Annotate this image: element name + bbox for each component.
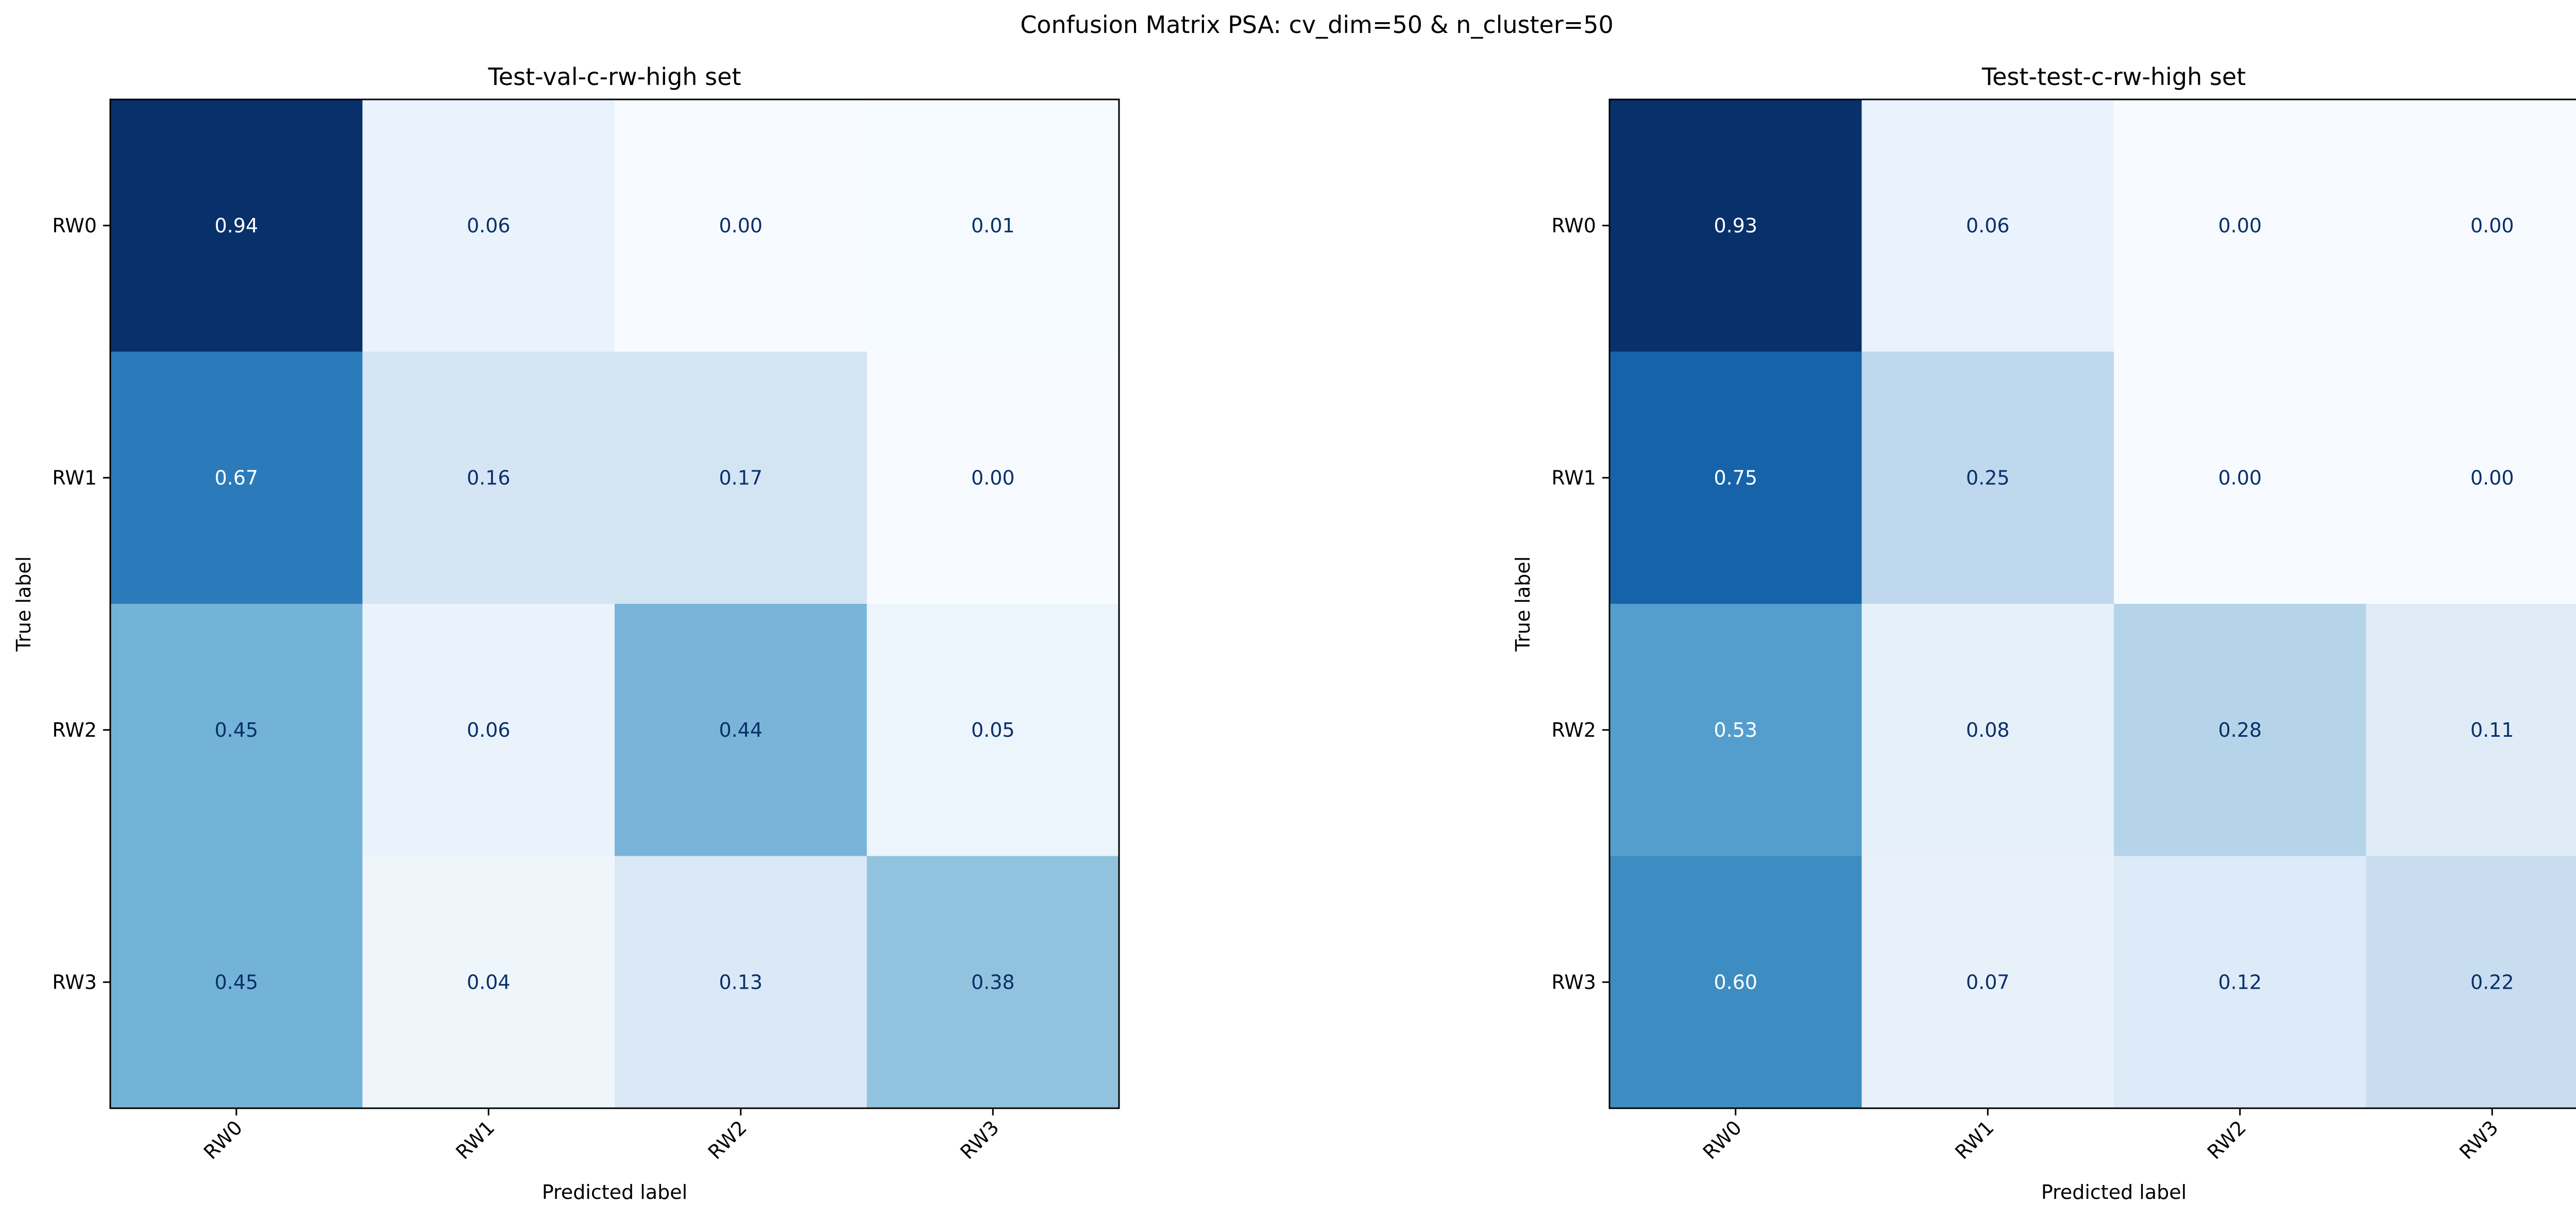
cell-value-label: 0.01	[971, 214, 1015, 237]
heatmap-cell	[110, 351, 363, 604]
heatmap-cell	[2114, 856, 2366, 1109]
panel-title: Test-test-c-rw-high set	[1981, 63, 2246, 91]
cell-value-label: 0.06	[1966, 214, 2010, 237]
y-tick-label: RW3	[52, 971, 97, 993]
heatmap-cell	[362, 604, 615, 856]
y-axis-label: True label	[1512, 556, 1534, 652]
cell-value-label: 0.00	[971, 466, 1015, 489]
cell-value-label: 0.00	[2218, 466, 2262, 489]
heatmap-cell	[867, 99, 1120, 352]
cell-value-label: 0.17	[719, 466, 762, 489]
heatmap-cell	[110, 99, 363, 352]
cell-value-label: 0.00	[719, 214, 762, 237]
cell-value-label: 0.08	[1966, 719, 2010, 741]
heatmap-cell	[362, 856, 615, 1109]
cell-value-label: 0.04	[467, 971, 511, 993]
y-tick-label: RW1	[1551, 466, 1596, 489]
cell-value-label: 0.00	[2218, 214, 2262, 237]
heatmap-cell	[1609, 856, 1862, 1109]
y-tick-label: RW0	[1551, 214, 1596, 237]
x-axis-label: Predicted label	[542, 1181, 687, 1204]
cell-value-label: 0.75	[1714, 466, 1757, 489]
cell-value-label: 0.12	[2218, 971, 2262, 993]
cell-value-label: 0.45	[214, 719, 258, 741]
heatmap-cell	[2366, 604, 2576, 856]
heatmap-cell	[2114, 99, 2366, 352]
cell-value-label: 0.67	[214, 466, 258, 489]
cell-value-label: 0.60	[1714, 971, 1757, 993]
axes-frame	[1608, 98, 2576, 1109]
cell-value-label: 0.38	[971, 971, 1015, 993]
y-tick-label: RW2	[52, 719, 97, 741]
heatmap-cell	[867, 351, 1120, 604]
cell-value-label: 0.94	[214, 214, 258, 237]
heatmap-cell	[867, 604, 1120, 856]
heatmap-cell	[2366, 856, 2576, 1109]
heatmap-cell	[1609, 351, 1862, 604]
heatmap-cell	[110, 856, 363, 1109]
cell-value-label: 0.22	[2470, 971, 2514, 993]
cell-value-label: 0.00	[2470, 466, 2514, 489]
charts-container: Test-val-c-rw-high set 0.94 0.06 0.00 0.01 0.…	[12, 63, 2576, 1204]
cell-value-label: 0.05	[971, 719, 1015, 741]
cell-value-label: 0.28	[2218, 719, 2262, 741]
heatmap-cell	[2366, 351, 2576, 604]
heatmap-cell	[1861, 856, 2114, 1109]
cell-value-label: 0.16	[467, 466, 511, 489]
heatmap-cell	[1861, 604, 2114, 856]
cell-value-label: 0.00	[2470, 214, 2514, 237]
cell-value-label: 0.06	[467, 214, 511, 237]
cell-value-label: 0.45	[214, 971, 258, 993]
figure-suptitle: Confusion Matrix PSA: cv_dim=50 & n_clus…	[1020, 11, 1614, 39]
y-tick-label: RW1	[52, 466, 97, 489]
heatmap-cell	[110, 604, 363, 856]
cell-value-label: 0.11	[2470, 719, 2514, 741]
heatmap-panel-1: Test-val-c-rw-high set 0.94 0.06 0.00 0.01 0.…	[12, 63, 1120, 1204]
y-tick-label: RW2	[1551, 719, 1596, 741]
y-tick-label: RW3	[1551, 971, 1596, 993]
cell-value-label: 0.06	[467, 719, 511, 741]
y-tick-label: RW0	[52, 214, 97, 237]
cell-value-label: 0.53	[1714, 719, 1757, 741]
cell-value-label: 0.93	[1714, 214, 1757, 237]
panel-title: Test-val-c-rw-high set	[488, 63, 741, 91]
heatmap-cell	[1861, 351, 2114, 604]
heatmap-cell	[1609, 99, 1862, 352]
cell-value-label: 0.44	[719, 719, 762, 741]
heatmap-cell	[2114, 351, 2366, 604]
y-axis-label: True label	[12, 556, 35, 652]
cell-value-label: 0.07	[1966, 971, 2010, 993]
heatmap-panel-2: Test-test-c-rw-high set 0.93 0.06 0.00 0.00 0…	[1512, 63, 2576, 1204]
heatmap-cell	[1861, 99, 2114, 352]
heatmap-cell	[2114, 604, 2366, 856]
heatmap-cell	[867, 856, 1120, 1109]
heatmap-cell	[362, 351, 615, 604]
x-axis-label: Predicted label	[2041, 1181, 2187, 1204]
heatmap-cell	[615, 604, 867, 856]
heatmap-cell	[615, 99, 867, 352]
axes-frame	[109, 98, 1120, 1109]
heatmap-cell	[2366, 99, 2576, 352]
heatmap-cell	[362, 99, 615, 352]
heatmap-cell	[615, 856, 867, 1109]
cell-value-label: 0.13	[719, 971, 762, 993]
cell-value-label: 0.25	[1966, 466, 2010, 489]
heatmap-cell	[1609, 604, 1862, 856]
heatmap-cell	[615, 351, 867, 604]
